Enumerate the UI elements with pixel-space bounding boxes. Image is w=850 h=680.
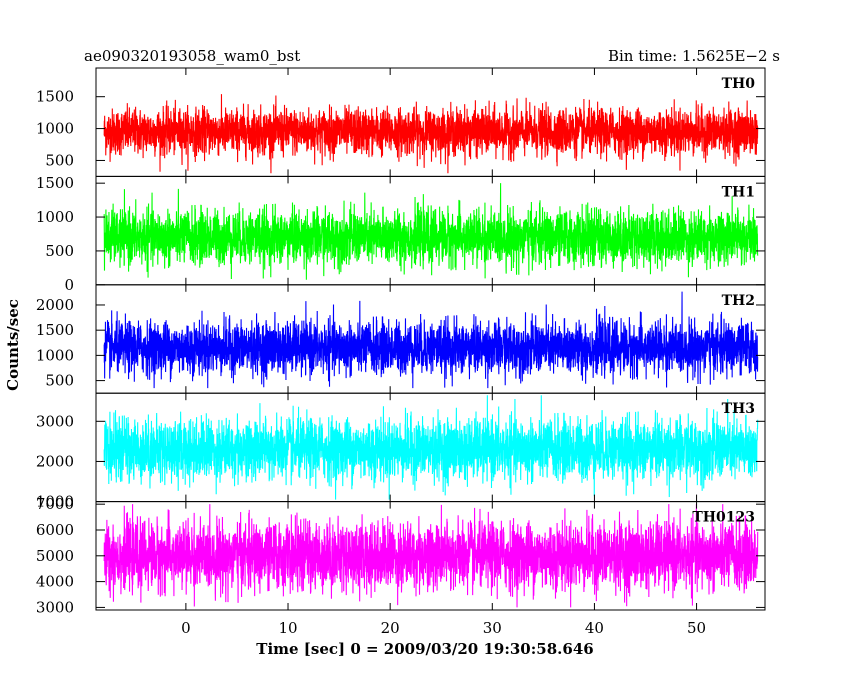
y-tick-label: 1000 — [36, 346, 74, 364]
series-th2 — [103, 291, 759, 389]
panel-th0: 500 1000 1500 TH0 — [36, 67, 766, 177]
y-tick-label: 6000 — [36, 521, 74, 539]
y-tick-label: 2000 — [36, 452, 74, 470]
panel-label: TH2 — [722, 293, 755, 309]
chart-title: ae090320193058_wam0_bst — [84, 47, 300, 65]
y-tick-label: 1000 — [36, 208, 74, 226]
y-tick-label: 1000 — [36, 120, 74, 138]
series-th0 — [103, 94, 759, 174]
y-tick-label: 7000 — [36, 495, 74, 513]
panel-label: TH0 — [722, 76, 756, 92]
y-axis-label: Counts/sec — [4, 299, 22, 391]
y-tick-label: 500 — [45, 372, 74, 390]
panel-th3: 1000 2000 3000 TH3 — [36, 392, 766, 511]
panel-label: TH1 — [722, 184, 755, 200]
bin-time-label: Bin time: 1.5625E−2 s — [608, 47, 780, 65]
panel-th1: 0 500 1000 1500 TH1 — [36, 174, 766, 294]
y-tick-label: 1500 — [36, 88, 74, 106]
x-tick-label: 0 — [181, 619, 191, 637]
y-tick-label: 1000 — [36, 493, 74, 511]
x-tick-label: 20 — [381, 619, 400, 637]
y-tick-label: 2000 — [36, 296, 74, 314]
y-tick-label: 1500 — [36, 174, 74, 192]
y-tick-label: 3000 — [36, 412, 74, 430]
y-tick-label: 4000 — [36, 573, 74, 591]
y-tick-label: 1500 — [36, 321, 74, 339]
x-axis: 0 10 20 30 40 50 — [181, 619, 706, 637]
panel-th2: 500 1000 1500 2000 TH2 — [36, 284, 766, 394]
x-axis-label: Time [sec] 0 = 2009/03/20 19:30:58.646 — [256, 640, 593, 658]
panel-th0123: 3000 4000 5000 6000 7000 TH0123 — [36, 495, 766, 616]
x-tick-label: 50 — [687, 619, 706, 637]
series-th1 — [103, 183, 759, 280]
y-tick-label: 500 — [45, 151, 74, 169]
x-tick-label: 10 — [278, 619, 297, 637]
series-th3 — [103, 395, 759, 500]
x-tick-label: 40 — [585, 619, 604, 637]
x-tick-label: 30 — [483, 619, 502, 637]
panel-label: TH0123 — [692, 510, 755, 526]
y-tick-label: 0 — [64, 276, 74, 294]
y-tick-label: 3000 — [36, 598, 74, 616]
y-tick-label: 500 — [45, 242, 74, 260]
panels-group: 500 1000 1500 TH0 0 500 1000 1500 TH1 500 1000 1500… — [36, 67, 766, 616]
y-tick-label: 5000 — [36, 547, 74, 565]
panel-label: TH3 — [722, 401, 755, 417]
series-th0123 — [103, 504, 759, 608]
